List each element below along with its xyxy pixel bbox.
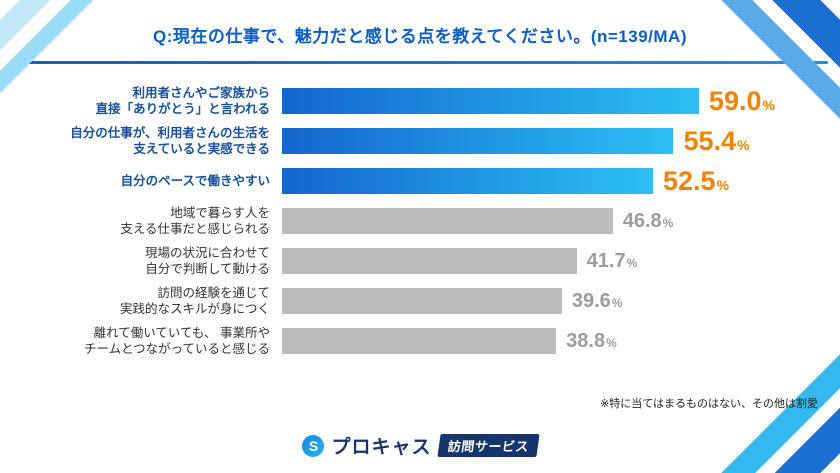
brand-name: プロキャス: [331, 437, 432, 458]
bar-label: 地域で暮らす人を 支える仕事だと感じられる: [120, 205, 270, 236]
service-badge: 訪問サービス: [436, 434, 540, 457]
bar: [282, 208, 613, 234]
bar-value: 52.5 %: [663, 166, 729, 197]
percent-sign: %: [762, 96, 775, 113]
bar-row: 訪問の経験を通じて 実践的なスキルが身につく 39.6 %: [8, 286, 840, 316]
value-number: 52.5: [663, 165, 716, 196]
bar-label: 訪問の経験を通じて 実践的なスキルが身につく: [119, 285, 270, 316]
bar-value: 55.4 %: [683, 126, 749, 157]
bar-chart: 利用者さんやご家族から 直接「ありがとう」と言われる 59.0 % 自分の仕事が…: [0, 86, 840, 357]
bar-row: 離れて働いていても、 事業所や チームとつながっていると感じる 38.8 %: [8, 326, 840, 356]
brand-footer: S プロキャス 訪問サービス: [0, 432, 840, 459]
percent-sign: %: [606, 335, 617, 350]
percent-sign: %: [716, 176, 730, 193]
percent-sign: %: [611, 295, 623, 310]
value-number: 41.7: [586, 249, 626, 272]
bar-row: 地域で暮らす人を 支える仕事だと感じられる 46.8 %: [8, 206, 840, 236]
percent-sign: %: [626, 255, 638, 270]
percent-sign: %: [737, 136, 750, 153]
bar: [282, 88, 699, 114]
bar: [282, 128, 674, 154]
bar-row: 自分のペースで働きやすい 52.5 %: [8, 166, 840, 197]
bar-row: 現場の状況に合わせて 自分で判断して動ける 41.7 %: [8, 246, 840, 276]
value-number: 46.8: [622, 209, 662, 232]
bar: [282, 328, 557, 354]
bar-value: 41.7 %: [587, 250, 638, 273]
bar: [282, 168, 653, 194]
bar-value: 38.8 %: [566, 330, 617, 353]
footnote: ※特に当てはまるものはない、その他は割愛: [600, 398, 818, 410]
bar-value: 59.0 %: [709, 86, 775, 117]
value-number: 59.0: [708, 85, 762, 116]
bar-value: 39.6 %: [572, 290, 623, 313]
value-number: 38.8: [566, 329, 606, 352]
bar-value: 46.8 %: [623, 210, 674, 233]
value-number: 39.6: [571, 289, 611, 312]
bar-label: 離れて働いていても、 事業所や チームとつながっていると感じる: [83, 325, 270, 356]
procas-logo-icon: S: [302, 434, 325, 457]
percent-sign: %: [662, 215, 674, 230]
bar-label: 現場の状況に合わせて 自分で判断して動ける: [144, 245, 270, 276]
value-number: 55.4: [683, 125, 737, 156]
logo-letter: S: [308, 437, 319, 454]
bar: [282, 248, 577, 274]
bar: [282, 288, 562, 314]
chart-title: Q:現在の仕事で、魅力だと感じる点を教えてください。(n=139/MA): [152, 27, 687, 46]
bar-label: 自分のペースで働きやすい: [120, 173, 270, 188]
bar-row: 自分の仕事が、利用者さんの生活を 支えていると実感できる 55.4 %: [8, 126, 840, 157]
bar-label: 利用者さんやご家族から 直接「ありがとう」と言われる: [95, 85, 270, 116]
bar-label: 自分の仕事が、利用者さんの生活を 支えていると実感できる: [70, 125, 270, 156]
bar-row: 利用者さんやご家族から 直接「ありがとう」と言われる 59.0 %: [8, 86, 840, 117]
title-divider: [12, 61, 828, 64]
